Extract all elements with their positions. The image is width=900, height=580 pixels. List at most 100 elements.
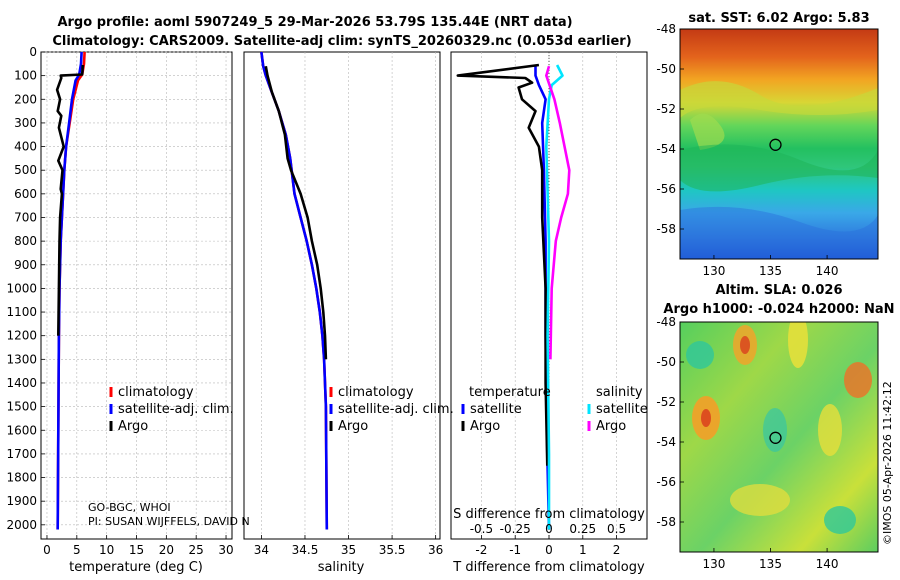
map-y-tick-label: -50 [656,355,676,369]
sla-map-panel: Altim. SLA: 0.026 Argo h1000: -0.024 h20… [656,283,894,571]
sla-eddy-high [844,362,872,398]
legend-label-satellite: satellite-adj. clim. [118,402,234,417]
y-tick-label: 1200 [6,329,37,343]
y-tick-label: 1100 [6,305,37,319]
salinity-axes-box [243,51,441,540]
x-tick-label: 0 [43,543,51,557]
map-y-tick-label: -54 [656,435,676,449]
y-tick-label: 800 [14,234,37,248]
temperature-legend: climatology satellite-adj. clim. Argo [109,385,234,434]
sst-map-title: sat. SST: 6.02 Argo: 5.83 [688,11,869,26]
sla-eddy-low [686,341,714,369]
sst-map-panel: sat. SST: 6.02 Argo: 5.83 130 135 140 -48 -5… [656,11,879,278]
x-tick-label: 34 [254,543,269,557]
x-tick-label: 34.5 [292,543,319,557]
title-line-1: Argo profile: aoml 5907249_5 29-Mar-2026… [57,15,572,30]
y-tick-label: 1500 [6,400,37,414]
map-y-tick-label: -48 [656,22,676,36]
credit-line-1: GO-BGC, WHOI [88,501,171,514]
map-y-tick-label: -56 [656,475,676,489]
s-tick-label: 0.5 [607,522,626,536]
y-tick-label: 0 [29,45,37,59]
argo-float-marker [769,431,782,444]
sla-map-frame [679,321,879,553]
sst-front-band [680,81,878,118]
x-tick-label: 15 [129,543,144,557]
map-y-tick-label: -50 [656,62,676,76]
salinity-xlabel: salinity [318,560,365,575]
title-line-2: Climatology: CARS2009. Satellite-adj cli… [52,34,631,49]
sst-eddy [690,113,725,150]
y-tick-label: 900 [14,258,37,272]
map-x-tick-label: 135 [759,557,782,571]
map-y-tick-label: -52 [656,395,676,409]
map-y-tick-label: -58 [656,515,676,529]
y-tick-label: 200 [14,92,37,106]
y-tick-label: 1700 [6,447,37,461]
series-s-satellite [544,64,564,530]
y-tick-label: 2000 [6,518,37,532]
x-tick-label: 20 [159,543,174,557]
s-tick-label: 0 [545,522,553,536]
sla-ridge [730,484,790,516]
sst-cold-band [680,206,878,259]
x-tick-label: 2 [613,543,621,557]
map-y-tick-label: -52 [656,102,676,116]
legend-label-t-argo: Argo [470,419,500,434]
salinity-panel: 34 34.5 35 35.5 36 salinity [243,51,443,575]
x-tick-label: 1 [579,543,587,557]
x-tick-label: -1 [509,543,521,557]
y-tick-label: 1000 [6,281,37,295]
x-tick-label: 30 [218,543,233,557]
y-tick-label: 500 [14,163,37,177]
map-x-tick-label: 135 [759,264,782,278]
map-y-tick-label: -54 [656,142,676,156]
salinity-legend: climatology satellite-adj. clim. Argo [329,385,454,434]
x-tick-label: 35 [341,543,356,557]
sla-ridge [788,322,808,368]
map-x-tick-label: 140 [816,264,839,278]
y-tick-label: 700 [14,210,37,224]
map-y-tick-label: -56 [656,182,676,196]
map-y-tick-label: -58 [656,222,676,236]
x-tick-label: 10 [99,543,114,557]
x-tick-label: -2 [475,543,487,557]
temperature-panel: 0100200300400500600700800900100011001200… [6,45,233,575]
sla-eddy-low [763,408,787,452]
sla-map-title-1: Altim. SLA: 0.026 [716,283,843,298]
legend-label-t-satellite: satellite [470,402,522,417]
series-argo [264,65,328,360]
difference-xlabel-top: S difference from climatology [453,507,645,522]
difference-panel: -2 -1 0 1 2 -0.5 -0.25 0 0.25 0.5 T difference fr… [450,51,648,575]
y-tick-label: 1400 [6,376,37,390]
y-tick-label: 400 [14,140,37,154]
y-tick-label: 300 [14,116,37,130]
y-tick-label: 600 [14,187,37,201]
series-argo [55,64,85,336]
sla-eddy-low [824,506,856,534]
map-x-tick-label: 130 [702,264,725,278]
difference-legend: temperature satellite Argo salinity sate… [461,385,648,434]
imos-watermark: ©IMOS 05-Apr-2026 11:42:12 [881,381,894,545]
x-tick-label: 25 [189,543,204,557]
sla-eddy-core [701,409,711,427]
y-tick-label: 1900 [6,494,37,508]
sla-eddy-core [740,336,750,354]
legend-label-argo: Argo [118,419,148,434]
s-tick-label: -0.5 [470,522,493,536]
y-tick-label: 1300 [6,352,37,366]
argo-float-marker [769,138,782,151]
sst-warm-band [680,144,878,192]
s-tick-label: -0.25 [500,522,531,536]
y-tick-label: 1600 [6,423,37,437]
legend-label-climatology: climatology [118,385,194,400]
temperature-xlabel: temperature (deg C) [69,560,203,575]
series-t-argo [456,63,549,466]
map-x-tick-label: 140 [816,557,839,571]
sst-map-frame [679,28,879,260]
map-x-tick-label: 130 [702,557,725,571]
credit-line-2: PI: SUSAN WIJFFELS, DAVID N [88,515,250,528]
sla-map-title-2: Argo h1000: -0.024 h2000: NaN [663,302,894,317]
series-s-argo [544,65,571,360]
